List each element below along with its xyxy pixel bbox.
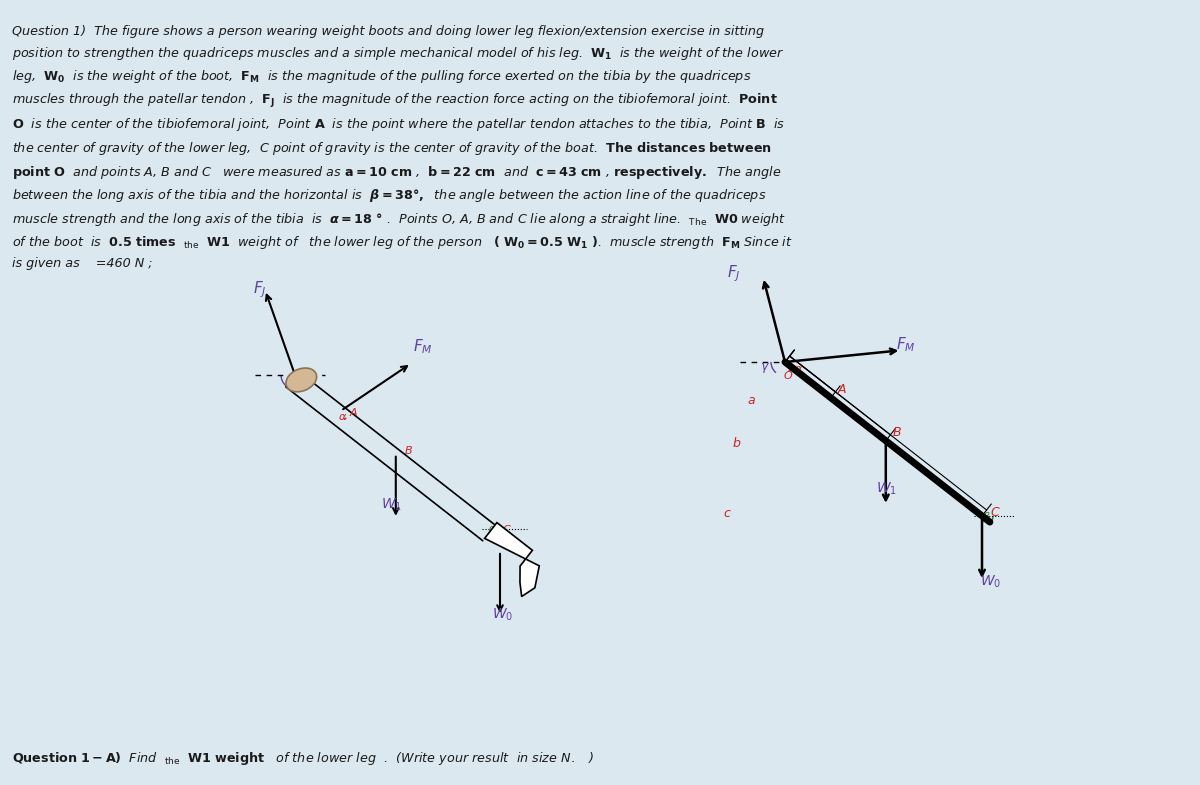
Text: $F_J$: $F_J$ [727, 263, 740, 283]
Text: c: c [722, 507, 730, 520]
Text: $W_1$: $W_1$ [380, 497, 402, 513]
Text: $\alpha$: $\alpha$ [338, 412, 347, 422]
Text: $O$: $O$ [784, 369, 793, 381]
Text: $\gamma$: $\gamma$ [296, 374, 306, 388]
Text: $F_M$: $F_M$ [413, 338, 433, 356]
Text: $\gamma$: $\gamma$ [760, 361, 770, 375]
Text: $W_0$: $W_0$ [492, 607, 514, 623]
Text: $C$: $C$ [990, 506, 1001, 519]
Text: $A$: $A$ [349, 406, 359, 418]
Text: $A$: $A$ [836, 383, 847, 396]
Text: Question 1)  The figure shows a person wearing weight boots and doing lower leg : Question 1) The figure shows a person we… [12, 25, 793, 270]
Text: a: a [746, 394, 755, 407]
Text: b: b [733, 437, 740, 450]
Text: $\bf{Question\ 1-A)}$  Find  $_{\rm the}$  $\bf{W1\ weight}$   of the lower leg : $\bf{Question\ 1-A)}$ Find $_{\rm the}$ … [12, 750, 595, 767]
Text: $F_J$: $F_J$ [253, 279, 266, 300]
Text: $O$: $O$ [300, 377, 311, 389]
Text: $B$: $B$ [892, 425, 901, 439]
Text: $\beta$: $\beta$ [982, 510, 991, 524]
Text: $W_0$: $W_0$ [980, 574, 1001, 590]
Text: $\alpha$: $\alpha$ [794, 364, 803, 374]
Polygon shape [485, 523, 539, 597]
Text: $\beta$: $\beta$ [487, 524, 496, 538]
Text: $F_M$: $F_M$ [895, 335, 916, 354]
Text: $W_1$: $W_1$ [876, 480, 896, 497]
Text: $B$: $B$ [403, 444, 413, 456]
Text: $C$: $C$ [502, 523, 511, 535]
Ellipse shape [286, 368, 317, 392]
